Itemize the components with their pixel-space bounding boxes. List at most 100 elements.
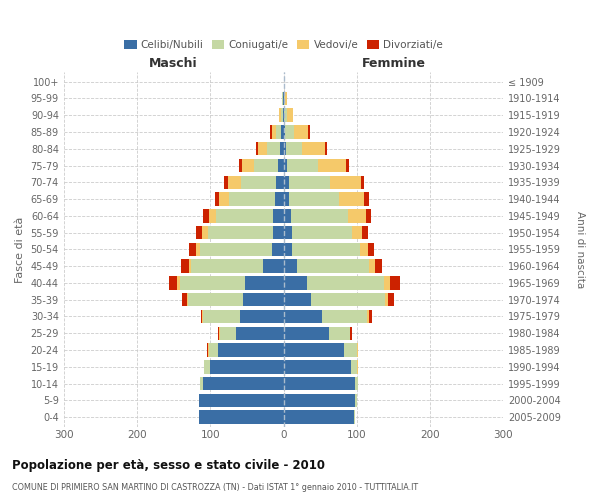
Bar (367, 310, 370, 323)
Bar (284, 260, 297, 273)
Bar (242, 159, 254, 172)
Bar (241, 176, 276, 189)
Bar (279, 108, 281, 122)
Bar (385, 293, 388, 306)
Bar (208, 226, 272, 239)
Bar (362, 226, 368, 239)
Bar (271, 126, 272, 138)
Bar (294, 126, 308, 138)
Bar (203, 209, 209, 222)
Bar (219, 326, 220, 340)
Bar (209, 344, 218, 357)
Bar (182, 293, 187, 306)
Bar (325, 142, 327, 156)
Bar (390, 276, 400, 289)
Bar (272, 126, 275, 138)
Bar (284, 377, 355, 390)
Bar (297, 260, 368, 273)
Text: COMUNE DI PRIMIERO SAN MARTINO DI CASTROZZA (TN) - Dati ISTAT 1° gennaio 2010 - : COMUNE DI PRIMIERO SAN MARTINO DI CASTRO… (12, 484, 418, 492)
Bar (355, 394, 357, 407)
Bar (236, 326, 284, 340)
Bar (284, 410, 354, 424)
Bar (308, 126, 310, 138)
Bar (275, 192, 284, 206)
Bar (188, 293, 243, 306)
Bar (272, 242, 284, 256)
Bar (258, 142, 267, 156)
Bar (284, 108, 287, 122)
Bar (284, 159, 287, 172)
Bar (281, 126, 284, 138)
Bar (219, 192, 229, 206)
Bar (368, 260, 375, 273)
Bar (202, 226, 208, 239)
Bar (287, 108, 293, 122)
Bar (284, 126, 285, 138)
Bar (181, 260, 189, 273)
Text: Popolazione per età, sesso e stato civile - 2010: Popolazione per età, sesso e stato civil… (12, 460, 325, 472)
Bar (350, 326, 352, 340)
Bar (284, 276, 307, 289)
Bar (284, 226, 292, 239)
Bar (292, 226, 352, 239)
Bar (218, 326, 219, 340)
Bar (199, 394, 284, 407)
Bar (179, 276, 245, 289)
Bar (228, 176, 241, 189)
Bar (330, 176, 361, 189)
Bar (256, 142, 258, 156)
Bar (208, 344, 209, 357)
Bar (189, 242, 196, 256)
Bar (361, 176, 364, 189)
Bar (220, 326, 236, 340)
Bar (205, 360, 211, 374)
Legend: Celibi/Nubili, Coniugati/e, Vedovi/e, Divorziati/e: Celibi/Nubili, Coniugati/e, Vedovi/e, Di… (120, 36, 447, 54)
Bar (178, 276, 179, 289)
Bar (284, 344, 344, 357)
Bar (189, 260, 191, 273)
Bar (355, 377, 358, 390)
Bar (375, 260, 382, 273)
Bar (284, 176, 289, 189)
Bar (388, 293, 394, 306)
Bar (307, 276, 384, 289)
Bar (215, 192, 219, 206)
Bar (274, 209, 284, 222)
Bar (196, 242, 200, 256)
Bar (272, 226, 284, 239)
Bar (202, 310, 203, 323)
Bar (318, 159, 346, 172)
Bar (211, 360, 284, 374)
Bar (275, 126, 281, 138)
Bar (284, 142, 286, 156)
Bar (346, 159, 349, 172)
Bar (384, 276, 390, 289)
Bar (348, 209, 365, 222)
Bar (360, 242, 368, 256)
Bar (283, 108, 284, 122)
Bar (322, 310, 367, 323)
Bar (284, 242, 292, 256)
Bar (284, 192, 289, 206)
Bar (281, 108, 283, 122)
Bar (285, 92, 287, 105)
Bar (224, 176, 228, 189)
Bar (254, 159, 278, 172)
Bar (209, 209, 216, 222)
Y-axis label: Anni di nascita: Anni di nascita (575, 211, 585, 288)
Bar (370, 310, 371, 323)
Bar (357, 344, 358, 357)
Bar (365, 209, 371, 222)
Bar (200, 377, 203, 390)
Bar (289, 176, 330, 189)
Bar (284, 394, 355, 407)
Bar (284, 310, 322, 323)
Bar (263, 260, 284, 273)
Bar (199, 410, 284, 424)
Text: Maschi: Maschi (149, 57, 198, 70)
Bar (203, 310, 239, 323)
Bar (291, 209, 348, 222)
Bar (284, 293, 311, 306)
Bar (283, 92, 284, 105)
Bar (239, 310, 284, 323)
